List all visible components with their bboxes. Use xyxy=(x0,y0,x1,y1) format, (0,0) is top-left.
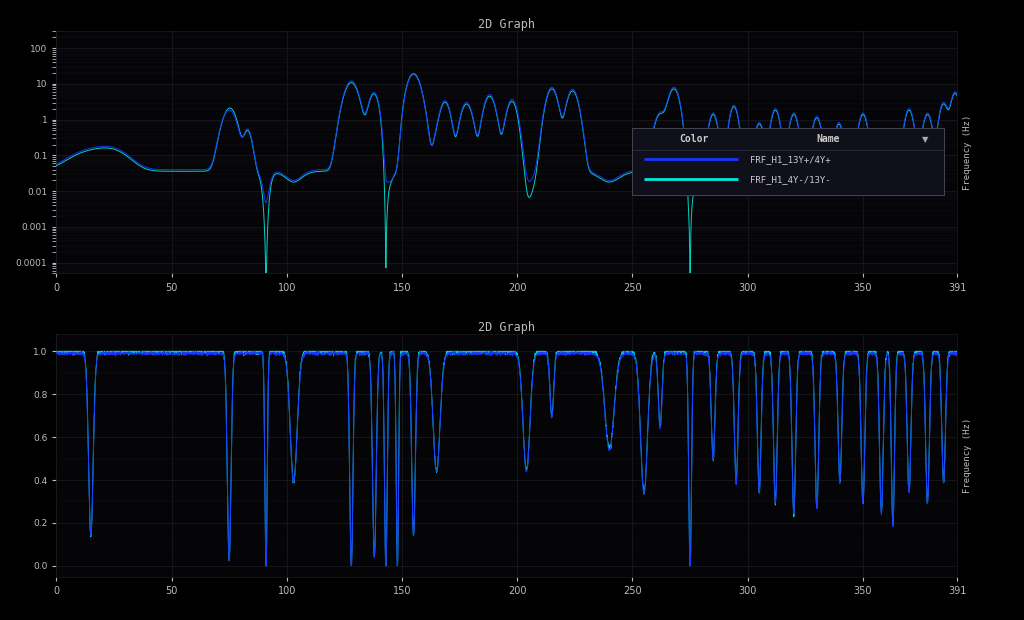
Y-axis label: Frequency (Hz): Frequency (Hz) xyxy=(963,418,972,493)
Title: 2D Graph: 2D Graph xyxy=(478,321,536,334)
Text: ▼: ▼ xyxy=(923,135,929,144)
Text: Name: Name xyxy=(817,134,841,144)
Text: FRF_H1_13Y+/4Y+: FRF_H1_13Y+/4Y+ xyxy=(751,154,831,164)
Text: Color: Color xyxy=(680,134,709,144)
Text: FRF_H1_4Y-/13Y-: FRF_H1_4Y-/13Y- xyxy=(751,175,831,184)
Y-axis label: Frequency (Hz): Frequency (Hz) xyxy=(963,115,972,190)
Title: 2D Graph: 2D Graph xyxy=(478,18,536,31)
